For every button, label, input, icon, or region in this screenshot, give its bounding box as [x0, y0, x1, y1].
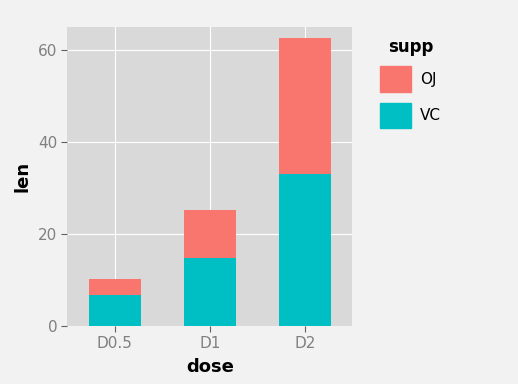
Bar	[279, 38, 331, 174]
Bar	[184, 210, 236, 258]
Bar	[89, 280, 141, 295]
Y-axis label: len: len	[13, 161, 31, 192]
Bar	[89, 295, 141, 326]
Bar	[279, 174, 331, 326]
Legend: OJ, VC: OJ, VC	[377, 35, 444, 131]
Bar	[184, 258, 236, 326]
X-axis label: dose: dose	[186, 358, 234, 376]
